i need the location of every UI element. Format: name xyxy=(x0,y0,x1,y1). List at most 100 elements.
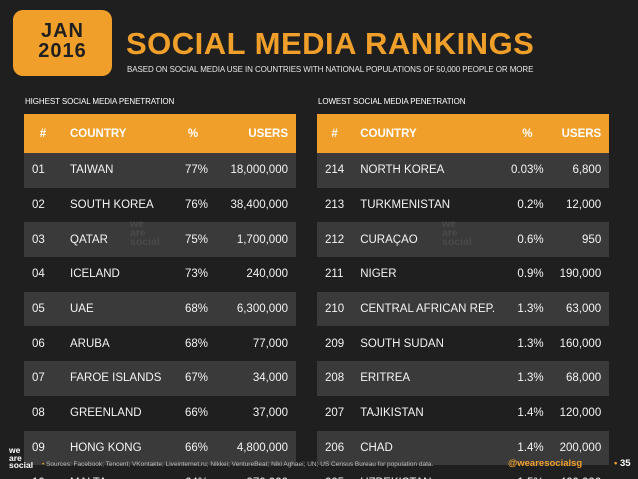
cell-users: 1,700,000 xyxy=(216,222,296,258)
cell-rank: 211 xyxy=(317,257,353,292)
watermark-line: are xyxy=(442,227,458,239)
date-year: 2016 xyxy=(38,40,87,62)
cell-percent: 0.03% xyxy=(503,153,552,188)
date-badge: JAN 2016 xyxy=(13,10,112,76)
logo-line: we xyxy=(9,445,21,455)
cell-rank: 209 xyxy=(317,326,353,362)
cell-country: CHAD xyxy=(352,430,504,466)
watermark-logo-right: we are social xyxy=(442,218,472,248)
col-header-rank: # xyxy=(317,114,353,153)
cell-users: 240,000 xyxy=(216,257,296,292)
table-row: 05 UAE 68% 6,300,000 xyxy=(24,291,296,327)
table-row: 213 TURKMENISTAN 0.2% 12,000 xyxy=(317,187,610,223)
cell-users: 460,000 xyxy=(551,465,610,479)
cell-users: 77,000 xyxy=(216,326,296,362)
lowest-penetration-table: # COUNTRY % USERS 214 NORTH KOREA 0.03% 6,8… xyxy=(317,114,610,479)
cell-users: 37,000 xyxy=(216,395,296,431)
cell-users: 68,000 xyxy=(551,361,610,396)
cell-country: UAE xyxy=(62,291,170,327)
logo-line: social xyxy=(9,460,34,470)
cell-percent: 0.6% xyxy=(503,222,552,258)
cell-percent: 66% xyxy=(170,395,216,431)
page-number: 35 xyxy=(619,458,631,469)
cell-percent: 67% xyxy=(170,361,216,396)
cell-users: 38,400,000 xyxy=(216,187,296,223)
cell-rank: 212 xyxy=(317,222,353,258)
cell-country: UZBEKISTAN xyxy=(352,465,504,479)
cell-percent: 77% xyxy=(170,153,216,188)
cell-country: FAROE ISLANDS xyxy=(62,361,170,396)
cell-users: 120,000 xyxy=(551,395,610,431)
cell-percent: 68% xyxy=(170,291,216,327)
table-row: 08 GREENLAND 66% 37,000 xyxy=(24,395,296,431)
cell-rank: 07 xyxy=(24,361,62,396)
sources-note: • Sources: Facebook; Tencent; VKontakte;… xyxy=(42,461,433,468)
cell-percent: 73% xyxy=(170,257,216,292)
we-are-social-logo: we are social xyxy=(9,445,34,470)
cell-country: ARUBA xyxy=(62,326,170,362)
cell-percent: 1.3% xyxy=(503,291,552,327)
highest-penetration-table: # COUNTRY % USERS 01 TAIWAN 77% 18,000,000 0… xyxy=(24,114,296,479)
cell-country: MALTA xyxy=(62,465,170,479)
cell-country: TAJIKISTAN xyxy=(352,395,504,431)
cell-users: 12,000 xyxy=(551,187,610,223)
watermark-line: we xyxy=(130,218,145,230)
cell-rank: 206 xyxy=(317,430,353,466)
cell-country: GREENLAND xyxy=(62,395,170,431)
cell-percent: 0.2% xyxy=(503,187,552,223)
cell-users: 160,000 xyxy=(551,326,610,362)
cell-users: 63,000 xyxy=(551,291,610,327)
cell-country: QATAR xyxy=(62,222,170,258)
col-header-country: COUNTRY xyxy=(62,114,170,153)
cell-percent: 64% xyxy=(170,465,216,479)
page-title: SOCIAL MEDIA RANKINGS xyxy=(126,26,535,61)
logo-line: are xyxy=(9,452,22,463)
col-header-rank: # xyxy=(24,114,62,153)
table-row: 205UZBEKISTAN1.5%460,000 xyxy=(317,465,610,479)
cell-country: TAIWAN xyxy=(62,153,170,188)
cell-users: 34,000 xyxy=(216,361,296,396)
table-row: 209 SOUTH SUDAN 1.3% 160,000 xyxy=(317,326,610,362)
cell-country: ERITREA xyxy=(352,361,504,396)
table-row: 212 CURAÇAO 0.6% 950 xyxy=(317,222,610,258)
cell-rank: 01 xyxy=(24,153,62,188)
cell-users: 190,000 xyxy=(551,257,610,292)
table-row: 02 SOUTH KOREA 76% 38,400,000 xyxy=(24,187,296,223)
cell-rank: 04 xyxy=(24,257,62,292)
col-header-percent: % xyxy=(170,114,216,153)
watermark-line: social xyxy=(442,236,472,248)
col-header-percent: % xyxy=(503,114,552,153)
cell-users: 950 xyxy=(551,222,610,258)
cell-users: 6,300,000 xyxy=(216,291,296,327)
cell-country: NORTH KOREA xyxy=(352,153,504,188)
page-number-wrap: • 35 xyxy=(614,458,631,469)
cell-users: 270,000 xyxy=(216,465,296,479)
col-header-users: USERS xyxy=(216,114,296,153)
sources-text: Sources: Facebook; Tencent; VKontakte; L… xyxy=(46,461,434,468)
cell-percent: 75% xyxy=(170,222,216,258)
cell-rank: 03 xyxy=(24,222,62,258)
social-handle: @wearesocialsg xyxy=(508,458,583,469)
table-row: 207 TAJIKISTAN 1.4% 120,000 xyxy=(317,395,610,431)
cell-rank: 10 xyxy=(24,465,62,479)
cell-rank: 207 xyxy=(317,395,353,431)
cell-rank: 213 xyxy=(317,187,353,223)
table-row: 04 ICELAND 73% 240,000 xyxy=(24,257,296,292)
cell-rank: 09 xyxy=(24,430,62,466)
cell-percent: 1.3% xyxy=(503,326,552,362)
table-row: 210 CENTRAL AFRICAN REP. 1.3% 63,000 xyxy=(317,291,610,327)
table-row: 03 QATAR 75% 1,700,000 xyxy=(24,222,296,258)
cell-percent: 76% xyxy=(170,187,216,223)
table-row: 10MALTA64%270,000 xyxy=(24,465,296,479)
cell-percent: 68% xyxy=(170,326,216,362)
watermark-line: we xyxy=(442,218,457,230)
cell-percent: 0.9% xyxy=(503,257,552,292)
table-row: 206 CHAD 1.4% 200,000 xyxy=(317,430,610,466)
cell-users: 6,800 xyxy=(551,153,610,188)
cell-percent: 1.4% xyxy=(503,430,552,466)
cell-rank: 205 xyxy=(317,465,353,479)
table-row: 01 TAIWAN 77% 18,000,000 xyxy=(24,153,296,188)
cell-country: TURKMENISTAN xyxy=(352,187,504,223)
cell-percent: 1.3% xyxy=(503,361,552,396)
left-section-label: HIGHEST SOCIAL MEDIA PENETRATION xyxy=(25,97,175,106)
